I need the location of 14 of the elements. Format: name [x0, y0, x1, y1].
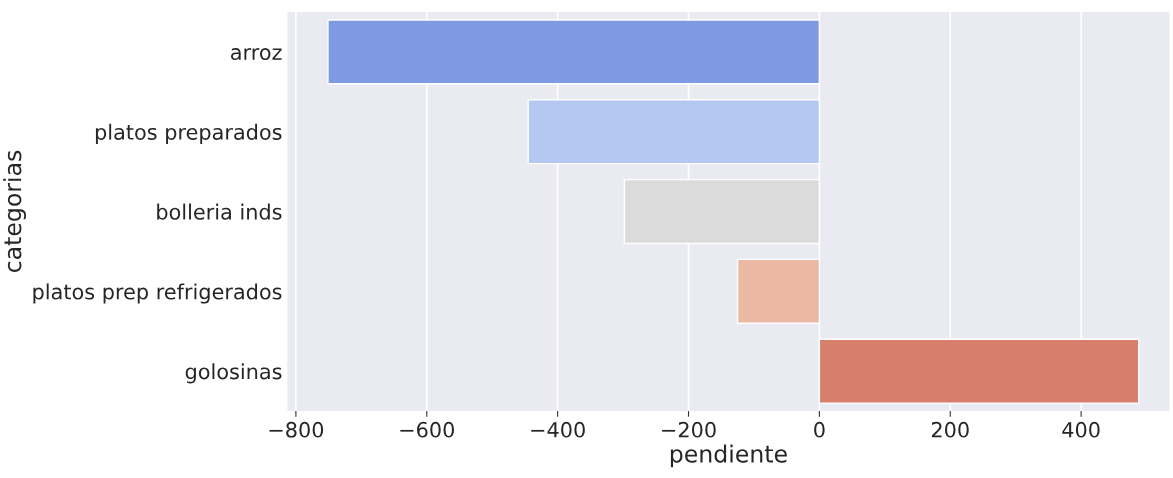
x-tick-label: 0 — [814, 421, 825, 438]
x-tick-label: 200 — [931, 421, 969, 438]
y-axis-title: categorias — [3, 150, 27, 273]
x-tick-label: −400 — [531, 421, 585, 438]
x-tick-label: −800 — [269, 421, 324, 438]
y-tick-label: arroz — [231, 48, 282, 61]
y-tick-label: bolleria inds — [157, 203, 282, 220]
y-tick-label: golosinas — [185, 363, 282, 384]
x-tick-label: −600 — [400, 421, 454, 438]
y-tick-label: platos preparados — [95, 123, 282, 144]
x-tick-label: −200 — [662, 421, 716, 438]
y-tick-label: platos prep refrigerados — [33, 283, 282, 304]
x-axis-title: pendiente — [670, 444, 787, 468]
x-tick-label: 400 — [1062, 421, 1100, 438]
